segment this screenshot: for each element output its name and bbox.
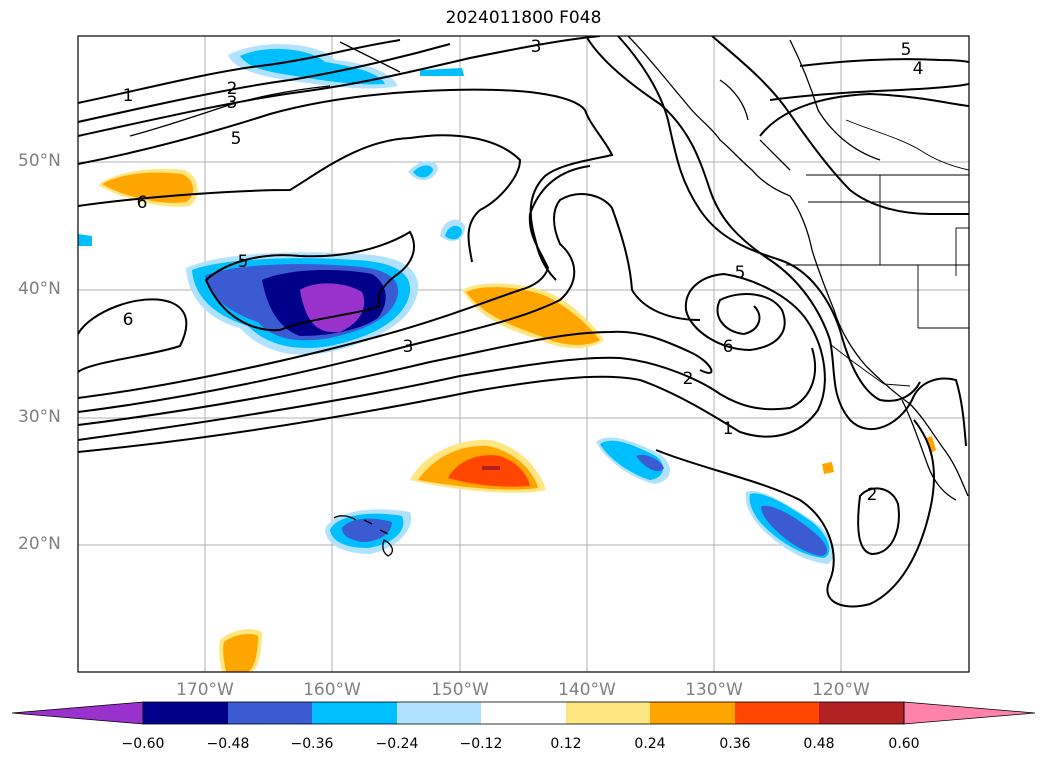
lon-label: 170°W bbox=[176, 680, 234, 700]
contour-label: 5 bbox=[238, 252, 249, 272]
coastlines bbox=[129, 36, 969, 557]
borders bbox=[786, 119, 969, 387]
shaded-anomalies bbox=[78, 44, 936, 672]
contour-label: 6 bbox=[123, 310, 134, 330]
lat-label: 40°N bbox=[18, 279, 61, 299]
contour-label: 6 bbox=[137, 193, 148, 213]
contour-label: 2 bbox=[227, 79, 238, 99]
contour-label: 3 bbox=[531, 37, 542, 57]
colorbar-tick-label: −0.48 bbox=[206, 736, 250, 752]
lon-label: 160°W bbox=[303, 680, 361, 700]
colorbar-tick-label: −0.12 bbox=[459, 736, 503, 752]
colorbar-segment bbox=[228, 702, 312, 724]
colorbar-segment bbox=[143, 702, 228, 724]
colorbar-tick-label: 0.12 bbox=[550, 736, 582, 752]
contour-label: 1 bbox=[723, 419, 734, 439]
contour-label: 1 bbox=[123, 86, 134, 106]
lon-label: 150°W bbox=[431, 680, 489, 700]
colorbar-segment bbox=[312, 702, 397, 724]
contour-label: 5 bbox=[231, 129, 242, 149]
contour-label: 3 bbox=[403, 337, 414, 357]
colorbar-tick-label: −0.24 bbox=[375, 736, 419, 752]
lon-label: 140°W bbox=[558, 680, 616, 700]
colorbar-tick-label: −0.36 bbox=[290, 736, 334, 752]
map-panel: 1 2 3 5 6 5 3 6 5 6 2 1 2 5 4 3 bbox=[77, 35, 970, 673]
colorbar-segment bbox=[566, 702, 650, 724]
colorbar-high-extension bbox=[903, 701, 1036, 725]
colorbar-tick-label: 0.24 bbox=[634, 736, 666, 752]
colorbar-segment bbox=[397, 702, 481, 724]
map-frame bbox=[77, 35, 970, 673]
colorbar-segment bbox=[819, 702, 904, 724]
colorbar-tick-label: −0.60 bbox=[121, 736, 165, 752]
contour-label: 4 bbox=[913, 59, 924, 79]
contour-label: 6 bbox=[723, 337, 734, 357]
lat-label: 30°N bbox=[18, 407, 61, 427]
contour-label: 5 bbox=[735, 263, 746, 283]
lat-label: 50°N bbox=[18, 151, 61, 171]
colorbar-segment bbox=[735, 702, 819, 724]
map-title: 2024011800 F048 bbox=[445, 8, 602, 28]
lat-label: 20°N bbox=[18, 534, 61, 554]
contour-label: 2 bbox=[867, 485, 878, 505]
contour-label: 2 bbox=[683, 369, 694, 389]
lon-label: 120°W bbox=[812, 680, 870, 700]
colorbar-tick-label: 0.48 bbox=[803, 736, 835, 752]
colorbar-tick-label: 0.60 bbox=[888, 736, 920, 752]
colorbar-tick-label: 0.36 bbox=[719, 736, 751, 752]
colorbar-low-extension bbox=[11, 701, 144, 725]
contour-lines bbox=[78, 36, 969, 608]
contour-label: 3 bbox=[227, 93, 238, 113]
colorbar bbox=[11, 701, 1036, 725]
contour-label: 5 bbox=[901, 40, 912, 60]
colorbar-segment bbox=[481, 702, 566, 724]
lon-label: 130°W bbox=[685, 680, 743, 700]
colorbar-segment bbox=[650, 702, 735, 724]
